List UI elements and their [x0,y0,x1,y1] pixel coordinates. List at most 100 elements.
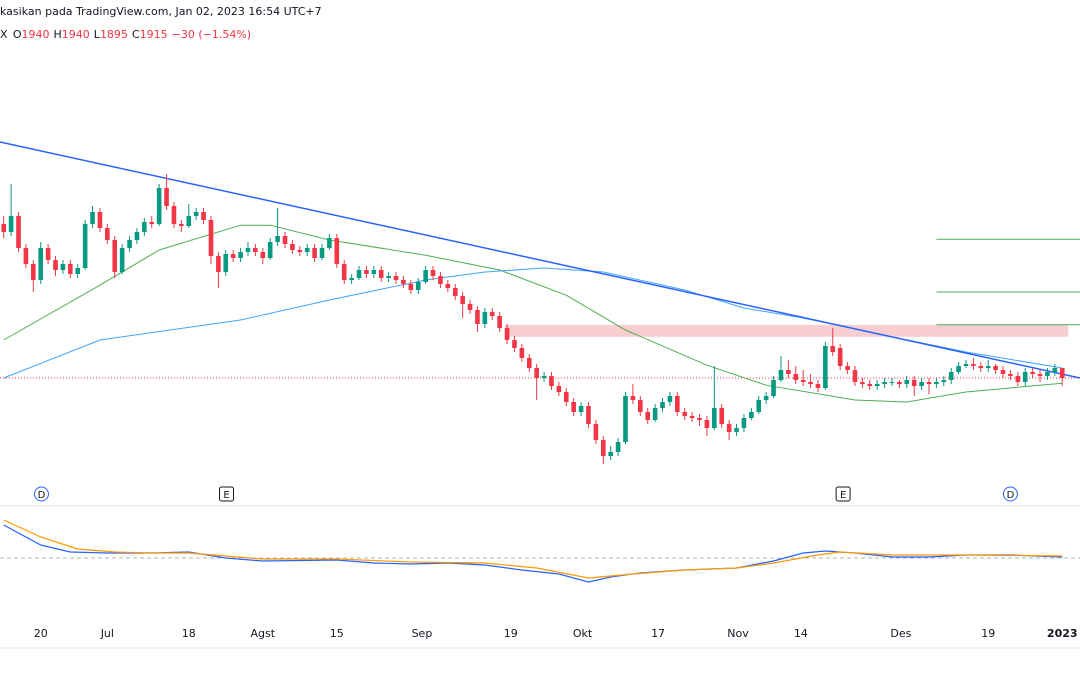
candle-body [874,384,880,386]
candle-body [549,376,554,386]
candle-body [1000,370,1006,374]
candle-body [763,396,769,400]
candle-body [1,224,7,232]
candle-body [334,238,340,264]
x-tick-label: 15 [330,627,344,640]
candle-body [608,452,613,456]
candle-body [860,382,865,384]
candle-body [208,220,214,256]
candle-body [712,408,717,428]
change: −30 (−1.54%) [172,28,251,41]
x-tick-label: 19 [504,627,518,640]
candle-body [638,400,643,412]
candle-body [38,248,44,280]
candle-body [689,416,695,418]
event-marker [33,486,49,502]
candle-body [282,236,288,244]
candle-body [378,270,384,278]
candle-body [238,252,243,258]
candle-body [541,376,547,378]
candle-body [771,380,776,396]
candle-body [934,382,939,384]
ohlc-value: 1915 [140,28,168,41]
candle-body [867,384,873,386]
candle-body [341,264,347,280]
candle-body [304,248,310,252]
candle-body [1045,372,1050,376]
candle-body [97,212,103,228]
candle-body [90,212,95,224]
candle-body [230,254,236,258]
candle-body [512,340,517,348]
candle-body [911,380,917,386]
candle-body [786,370,791,374]
candle-body [356,270,362,278]
candle-body [556,386,562,392]
candle-body [193,212,199,216]
candle-body [438,276,443,284]
candle-body [319,248,325,258]
candle-body [275,236,280,242]
candle-body [519,348,525,358]
candle-body [808,382,813,384]
event-label: D [1007,490,1015,501]
candle-body [460,296,465,304]
candle-body [904,380,910,384]
oscillator-line [3,524,1063,583]
candle-body [134,232,140,240]
candle-body [327,238,332,248]
candle-body [8,216,14,232]
ohlc-key: O [13,28,22,41]
symbol: X [0,28,8,41]
candle-body [615,442,621,452]
candle-body [749,412,754,418]
candle-body [586,406,591,424]
candle-body [245,248,251,252]
candle-body [60,264,66,270]
candle-body [837,348,843,366]
candle-body [941,380,947,382]
candle-body [919,382,924,386]
candle-body [815,384,821,388]
candle-body [1030,372,1035,374]
ohlc-key: H [54,28,62,41]
candle-body [1008,374,1013,376]
candle-body [452,288,458,296]
candle-body [504,328,510,340]
candle-body [600,440,606,456]
candle-body [156,188,162,224]
event-marker [1002,486,1018,502]
candle-body [312,248,317,258]
x-tick-label: 14 [794,627,808,640]
candle-body [53,260,58,270]
x-tick-label: Sep [412,627,433,640]
candle-body [704,420,710,428]
x-tick-label: Agst [251,627,276,640]
event-marker [219,486,235,502]
candle-body [475,310,480,324]
candle-body [882,382,887,384]
candle-body [1059,368,1065,378]
candle-body [445,284,451,288]
candle-body [171,206,177,224]
candle-body [571,402,576,412]
supply-zone [504,324,1069,337]
event-label: E [840,490,846,501]
candle-body [430,270,436,276]
candle-body [290,244,295,250]
x-tick-label: 17 [651,627,665,640]
candle-body [142,222,147,232]
candle-body [164,188,169,206]
x-tick-label: 20 [34,627,48,640]
candle-body [386,276,391,278]
candle-body [800,380,806,382]
candle-body [948,372,954,380]
candle-body [897,382,902,384]
x-tick-label: 2023 [1047,627,1078,640]
candle-body [756,400,762,412]
candle-body [68,264,73,274]
candle-body [349,278,354,280]
x-tick-label: Des [890,627,911,640]
